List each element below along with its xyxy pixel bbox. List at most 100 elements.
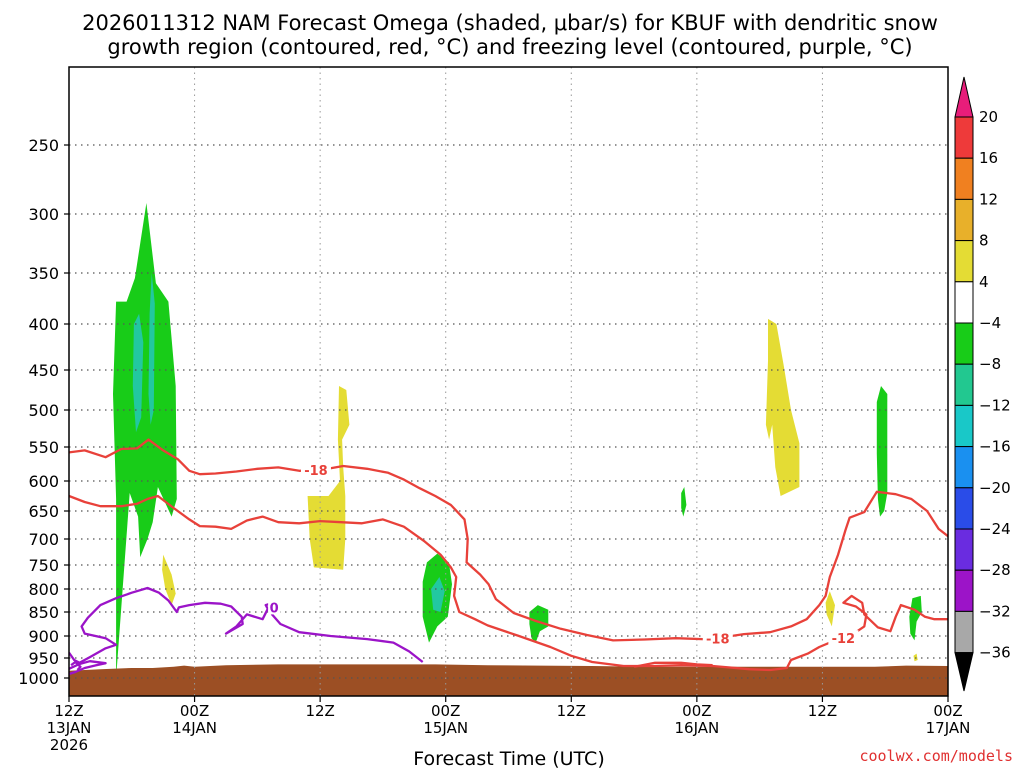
colorbar-seg-8	[954, 404, 974, 448]
y-tick-label-800: 800	[28, 580, 59, 599]
omega-region-teal-core-13jan	[132, 313, 144, 433]
y-tick-label-300: 300	[28, 205, 59, 224]
omega-region-green-small-15jan	[529, 605, 549, 643]
freezing-contour-0	[69, 586, 424, 664]
colorbar-seg-10	[954, 487, 974, 530]
y-tick-label-850: 850	[28, 603, 59, 622]
dgz-label-bg-2	[828, 630, 859, 646]
colorbar-label-10: −24	[979, 520, 1011, 538]
colorbar-label-4: 4	[979, 273, 989, 291]
contour-lines	[69, 438, 948, 676]
colorbar-label-11: −28	[979, 561, 1011, 579]
omega-region-yellow-tall-16jan	[765, 318, 800, 496]
colorbar-seg-2	[954, 157, 974, 200]
colorbar-seg-5	[954, 281, 974, 324]
colorbar-seg-4	[954, 240, 974, 283]
x-tick-label-36-0: 00Z	[431, 702, 460, 720]
dgz-contour-0	[69, 438, 948, 642]
x-tick-label-12-0: 00Z	[180, 702, 209, 720]
y-axis: 250 300 350 400 450 500 550 600 650 700 750 800 850 9…	[18, 136, 69, 688]
colorbar-label-0: 20	[979, 108, 998, 126]
x-tick-label-0-0: 12Z	[54, 702, 83, 720]
dgz-label-1: -18	[706, 633, 730, 648]
x-tick-label-24-0: 12Z	[305, 702, 334, 720]
y-tick-label-400: 400	[28, 315, 59, 334]
omega-region-green-tower-13jan	[113, 203, 177, 678]
colorbar-seg-1	[954, 116, 974, 159]
x-tick-label-48-0: 12Z	[557, 702, 586, 720]
colorbar-seg-3	[954, 198, 974, 242]
x-tick-label-84-0: 00Z	[933, 702, 962, 720]
y-tick-label-1000: 1000	[18, 669, 59, 688]
colorbar-label-9: −20	[979, 479, 1011, 497]
dgz-contour-1	[69, 494, 948, 672]
dgz-label-bg-0	[300, 462, 331, 478]
dgz-contour-2	[633, 661, 713, 668]
omega-region-yellow-low-13jan	[162, 554, 176, 606]
x-tick-label-72-0: 12Z	[808, 702, 837, 720]
colorbar-label-1: 16	[979, 149, 998, 167]
y-tick-label-550: 550	[28, 438, 59, 457]
credit-text: coolwx.com/models	[859, 747, 1013, 765]
x-tick-label-12-1: 14JAN	[172, 719, 217, 737]
colorbar-seg-6	[954, 322, 974, 365]
omega-region-green-thin-17jan	[876, 386, 888, 517]
colorbar-seg-13	[954, 610, 974, 654]
y-tick-label-650: 650	[28, 502, 59, 521]
colorbar-label-2: 12	[979, 190, 998, 208]
colorbar-top-arrow	[954, 76, 974, 118]
colorbar-label-7: −12	[979, 396, 1011, 414]
chart-title-line2: growth region (contoured, red, °C) and f…	[107, 35, 912, 59]
y-tick-label-500: 500	[28, 401, 59, 420]
y-tick-label-350: 350	[28, 264, 59, 283]
freezing-label-bg	[268, 599, 281, 615]
gridlines	[69, 67, 948, 696]
x-axis-label: Forecast Time (UTC)	[413, 748, 604, 768]
colorbar-label-8: −16	[979, 438, 1011, 456]
y-tick-label-250: 250	[28, 136, 59, 155]
plot-frame	[68, 66, 949, 697]
freezing-label: 0	[270, 601, 279, 616]
colorbar-bottom-arrow	[954, 652, 974, 692]
chart-title-line1: 2026011312 NAM Forecast Omega (shaded, μ…	[82, 11, 938, 35]
colorbar-label-3: 8	[979, 232, 989, 250]
omega-region-green-small-17jan	[909, 595, 922, 641]
colorbar-label-5: −4	[979, 314, 1001, 332]
omega-region-teal-blob-15jan	[431, 577, 445, 612]
x-tick-label-0-2: 2026	[50, 736, 88, 754]
colorbar-seg-7	[954, 363, 974, 406]
colorbar: 20 16 12 8 4 −4 −8 −12 −16 −20 −24 −28 −32 −36	[954, 76, 1011, 692]
x-tick-label-36-1: 15JAN	[423, 719, 468, 737]
omega-region-yellow-tall-14jan	[307, 386, 350, 570]
colorbar-seg-12	[954, 569, 974, 612]
x-tick-label-60-0: 00Z	[682, 702, 711, 720]
y-tick-label-950: 950	[28, 649, 59, 668]
terrain-fill	[69, 664, 948, 696]
terrain-layer	[69, 664, 948, 696]
x-tick-label-0-1: 13JAN	[47, 719, 92, 737]
colorbar-seg-9	[954, 446, 974, 489]
y-tick-label-900: 900	[28, 627, 59, 646]
x-tick-label-60-1: 16JAN	[674, 719, 719, 737]
colorbar-label-6: −8	[979, 355, 1001, 373]
x-tick-label-84-1: 17JAN	[926, 719, 971, 737]
colorbar-seg-11	[954, 528, 974, 571]
y-tick-label-600: 600	[28, 472, 59, 491]
y-tick-label-750: 750	[28, 556, 59, 575]
contour-labels: -18 -18 -12 0	[268, 462, 859, 648]
omega-region-teal-streak-13jan	[148, 273, 155, 425]
freezing-contour-2	[70, 660, 82, 671]
omega-region-green-thin-16jan	[681, 487, 687, 517]
dgz-label-2: -12	[832, 632, 856, 647]
dgz-label-0: -18	[304, 464, 328, 479]
dgz-label-bg-1	[702, 630, 733, 646]
omega-region-yellow-small-16jan	[825, 591, 835, 627]
y-tick-label-450: 450	[28, 361, 59, 380]
colorbar-label-12: −32	[979, 602, 1011, 620]
freezing-contour-1	[69, 660, 107, 676]
colorbar-label-13: −36	[979, 644, 1011, 662]
y-tick-label-700: 700	[28, 530, 59, 549]
omega-shading	[113, 203, 922, 678]
